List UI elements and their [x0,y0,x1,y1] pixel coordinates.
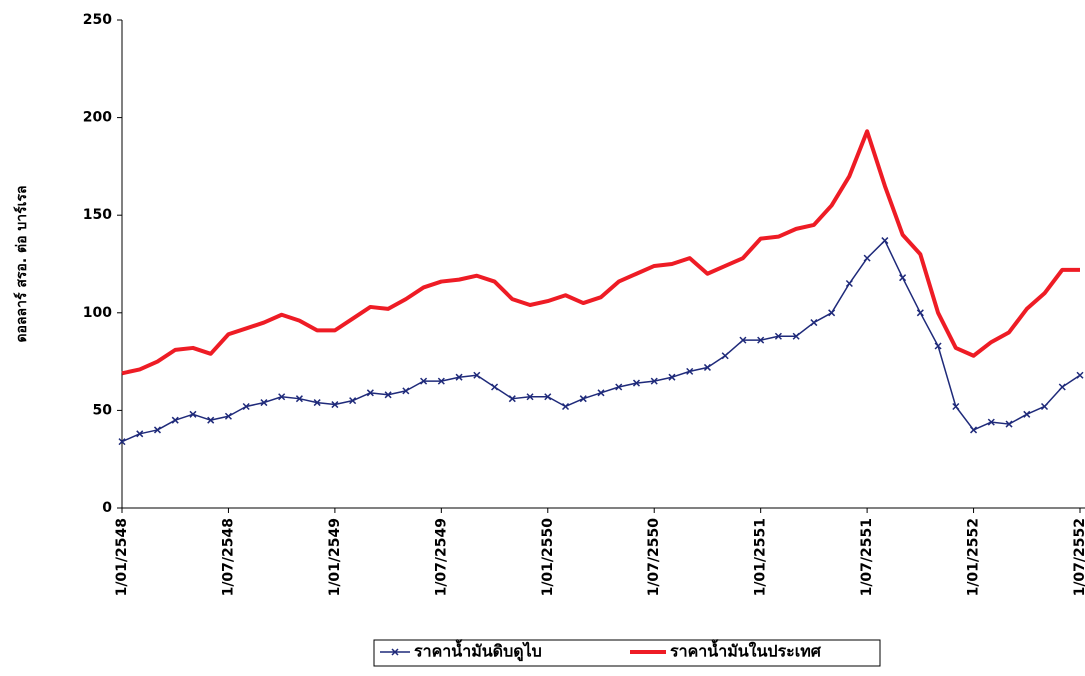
point-marker [882,238,888,244]
point-marker [846,281,852,287]
y-tick-label: 0 [102,500,112,516]
x-tick-label: 1/07/2550 [646,518,662,597]
x-tick-label: 1/07/2551 [859,518,875,596]
point-marker [811,320,817,326]
point-marker [917,310,923,316]
y-tick-label: 150 [83,207,112,223]
x-tick-label: 1/01/2550 [540,518,556,597]
series-line [122,131,1080,373]
point-marker [1042,403,1048,409]
y-tick-label: 100 [83,305,112,321]
legend-label: ราคาน้ำมันในประเทศ [670,639,822,661]
x-tick-label: 1/07/2552 [1072,518,1085,596]
point-marker [864,255,870,261]
point-marker [492,384,498,390]
point-marker [900,275,906,281]
x-tick-label: 1/01/2548 [114,518,130,596]
point-marker [1059,384,1065,390]
chart: ดอลลาร์ สรอ. ต่อ บาร์เรล 0 50 100 150 200 250… [0,0,1085,676]
x-tick-label: 1/01/2552 [966,518,982,596]
point-marker [829,310,835,316]
x-tick-label: 1/01/2549 [327,518,343,596]
y-tick-label: 50 [93,402,113,418]
point-marker [563,403,569,409]
y-tick-label: 200 [83,110,112,126]
x-tick-label: 1/07/2549 [433,518,449,596]
legend-label: ราคาน้ำมันดิบดูไบ [414,639,542,663]
y-axis-label: ดอลลาร์ สรอ. ต่อ บาร์เรล [13,185,30,342]
point-marker [722,353,728,359]
point-marker [1077,372,1083,378]
series-line [122,241,1080,442]
point-marker [971,427,977,433]
x-tick-label: 1/07/2548 [220,518,236,596]
y-tick-label: 250 [83,12,112,28]
x-tick-label: 1/01/2551 [753,518,769,596]
point-marker [1024,411,1030,417]
